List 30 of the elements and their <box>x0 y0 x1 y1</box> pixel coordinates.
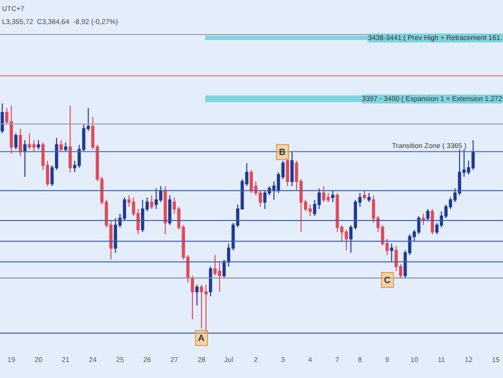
candlestick <box>23 140 27 178</box>
candlestick <box>114 218 118 254</box>
candlestick <box>68 105 72 173</box>
candlestick <box>204 284 208 334</box>
candlestick <box>426 208 430 222</box>
candlestick <box>195 284 199 306</box>
candlestick <box>60 140 63 152</box>
annotation: B <box>279 147 286 157</box>
annotation: A <box>198 333 205 343</box>
candlestick <box>164 186 167 235</box>
candlestick <box>208 266 212 297</box>
candlestick <box>14 132 18 150</box>
candlestick <box>18 128 22 157</box>
candlestick <box>286 158 290 187</box>
candlestick <box>168 194 172 226</box>
candlestick <box>367 192 371 203</box>
candlestick <box>430 208 434 235</box>
candlestick <box>190 275 194 320</box>
candlestick <box>0 102 4 134</box>
candlestick <box>422 213 425 226</box>
candlestick <box>362 190 366 200</box>
candlestick <box>28 132 32 150</box>
candlestick <box>64 142 68 152</box>
annotation: C <box>384 275 391 285</box>
candlestick <box>36 140 40 150</box>
candlestick <box>150 194 154 210</box>
candlestick <box>390 243 394 262</box>
candlestick <box>290 151 294 187</box>
candlestick <box>200 284 204 329</box>
candlestick <box>331 190 334 203</box>
